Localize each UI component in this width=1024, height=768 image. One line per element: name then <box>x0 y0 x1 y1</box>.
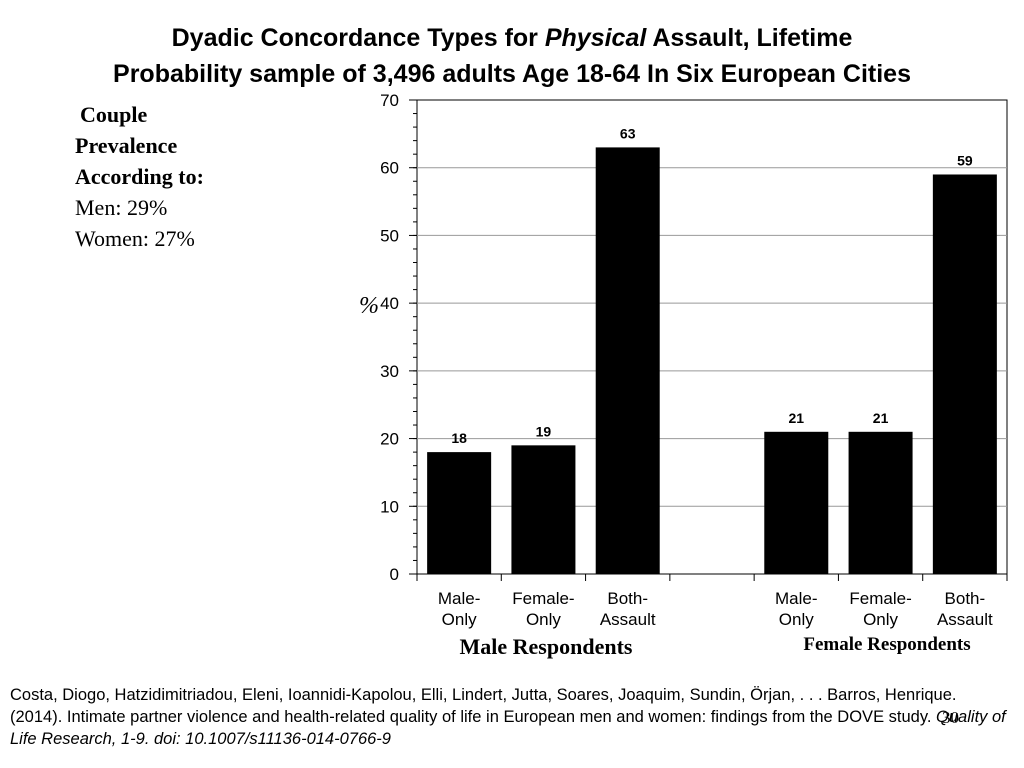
bar <box>511 445 576 574</box>
prevalence-women: Women: 27% <box>75 226 195 251</box>
y-tick-label: 10 <box>380 497 399 516</box>
bar <box>427 452 492 574</box>
title-post: Assault, Lifetime <box>646 24 853 52</box>
x-tick-label: Only <box>779 610 814 629</box>
y-tick-label: 50 <box>380 226 399 245</box>
data-label: 21 <box>788 410 804 426</box>
prevalence-heading-1: Couple <box>80 102 148 127</box>
y-tick-label: 30 <box>380 362 399 381</box>
y-tick-label: 20 <box>380 430 399 449</box>
data-label: 19 <box>536 423 552 439</box>
data-label: 18 <box>451 430 467 446</box>
x-tick-label: Only <box>442 610 477 629</box>
x-tick-label: Assault <box>600 610 656 629</box>
x-tick-label: Female- <box>849 589 911 608</box>
group-label-female: Female Respondents <box>803 634 971 655</box>
x-tick-label: Both- <box>607 589 648 608</box>
title-pre: Dyadic Concordance Types for <box>171 24 545 52</box>
x-tick-label: Only <box>526 610 561 629</box>
y-tick-label: 70 <box>380 91 399 110</box>
plot-frame <box>416 99 1008 575</box>
data-label: 21 <box>873 410 889 426</box>
chart-title-line2: Probability sample of 3,496 adults Age 1… <box>113 60 911 88</box>
data-label: 59 <box>957 152 973 168</box>
x-tick-label: Female- <box>512 589 574 608</box>
bar <box>764 431 829 574</box>
citation: Costa, Diogo, Hatzidimitriadou, Eleni, I… <box>10 684 1010 750</box>
y-tick-label: 0 <box>390 565 399 584</box>
prevalence-heading-2: Prevalence <box>75 133 178 158</box>
prevalence-men: Men: 29% <box>75 195 168 220</box>
y-tick-label: 40 <box>380 294 399 313</box>
citation-main: Costa, Diogo, Hatzidimitriadou, Eleni, I… <box>10 686 957 726</box>
x-tick-label: Only <box>863 610 898 629</box>
title-italic: Physical <box>544 24 647 52</box>
bar <box>595 147 660 574</box>
page-number: 30 <box>942 708 959 727</box>
x-tick-label: Assault <box>937 610 993 629</box>
data-label: 63 <box>620 125 636 141</box>
y-tick-label: 60 <box>380 159 399 178</box>
bar <box>932 174 997 574</box>
bar <box>848 431 913 574</box>
chart-title-line1: Dyadic Concordance Types for Physical As… <box>0 22 1024 54</box>
citation-journal: Quality of Life Research, 1-9. doi: 10.1… <box>10 708 1006 748</box>
bar-chart: 0 10 20 30 40 50 60 70% 18 Male- Only 19 Female- Only… <box>359 91 1008 629</box>
x-tick-label: Male- <box>775 589 818 608</box>
prevalence-heading-3: According to: <box>75 164 204 189</box>
group-label-male: Male Respondents <box>459 634 633 659</box>
x-tick-label: Both- <box>945 589 986 608</box>
x-tick-label: Male- <box>438 589 481 608</box>
y-axis-label: % <box>359 293 379 319</box>
